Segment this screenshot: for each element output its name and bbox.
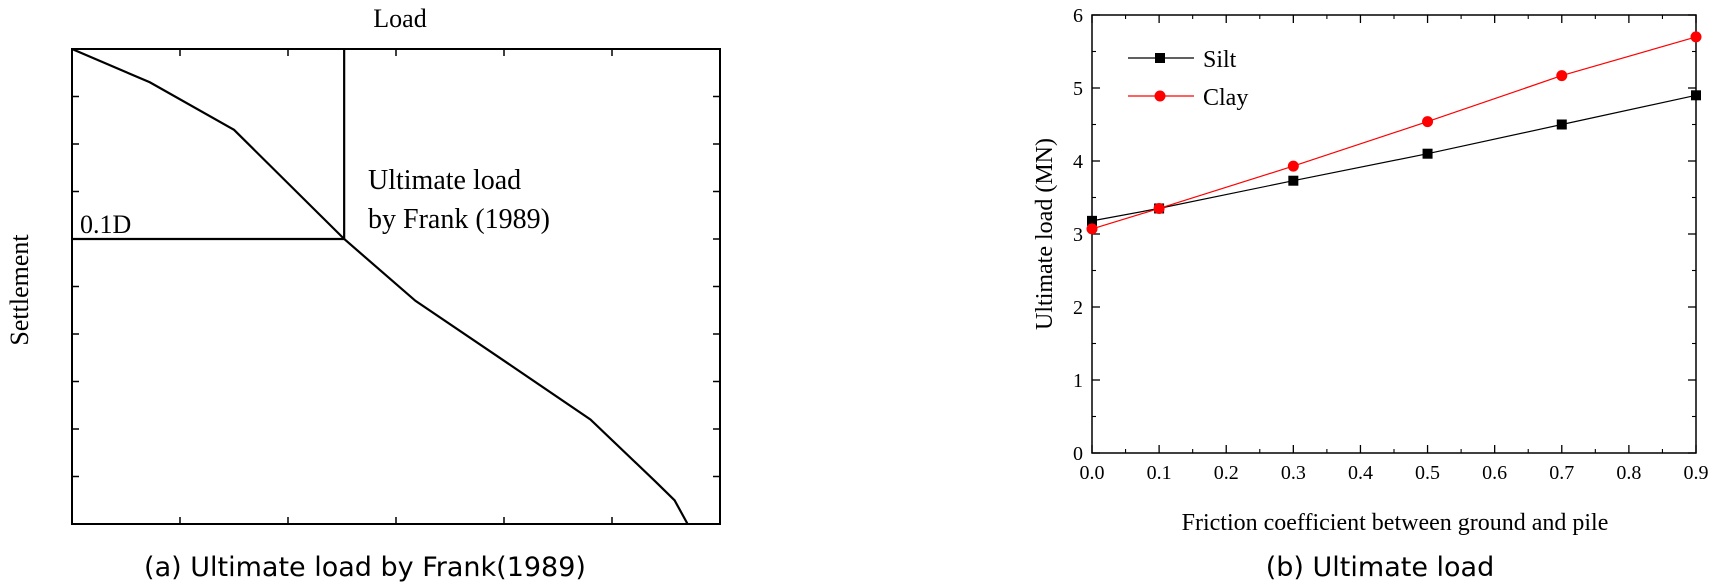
panel-b: 0.0 0.1 0.2 0.3 0.4 0.5 0.6 0.7 0.8 0.9 0 1 2 3 4 5 6 Ul… — [1032, 5, 1709, 583]
panel-b-xlabel: Friction coefficient between ground and … — [1182, 510, 1609, 536]
x-tick-label: 0.0 — [1080, 462, 1105, 484]
y-tick-label: 2 — [1073, 297, 1083, 319]
series-clay-line — [1091, 36, 1697, 230]
panel-a-frame — [71, 48, 721, 525]
series-clay-point — [1086, 223, 1098, 235]
series-silt-point — [1556, 119, 1567, 130]
y-tick-label: 0 — [1073, 443, 1083, 465]
x-tick-label: 0.2 — [1214, 462, 1239, 484]
series-clay-point — [1690, 31, 1702, 43]
x-tick-label: 0.8 — [1616, 462, 1641, 484]
panel-a-ticks — [72, 49, 720, 524]
panel-b-frame — [1091, 14, 1697, 454]
x-tick-label: 0.5 — [1415, 462, 1440, 484]
legend-clay-label: Clay — [1203, 85, 1248, 111]
x-tick-label: 0.3 — [1281, 462, 1306, 484]
series-silt-line — [1091, 94, 1697, 222]
y-tick-label: 1 — [1073, 370, 1083, 392]
series-clay-point — [1422, 116, 1434, 128]
y-tick-label: 6 — [1073, 5, 1083, 27]
panel-b-series — [1086, 31, 1702, 235]
x-tick-label: 0.4 — [1348, 462, 1373, 484]
y-tick-label: 5 — [1073, 78, 1083, 100]
legend: Silt Clay — [1128, 47, 1248, 111]
panel-b-ticks — [1091, 14, 1697, 454]
panel-b-ylabel: Ultimate load (MN) — [1032, 138, 1058, 330]
y-tick-label: 4 — [1073, 151, 1083, 173]
panel-b-caption: (b) Ultimate load — [1266, 552, 1494, 583]
series-clay-point — [1556, 70, 1568, 82]
x-tick-label: 0.9 — [1684, 462, 1709, 484]
annotation-0.1d: 0.1D — [80, 210, 131, 239]
x-tick-label: 0.1 — [1147, 462, 1172, 484]
annotation-ultimate-line1: Ultimate load — [368, 165, 521, 196]
panel-a-ylabel: Settlement — [5, 234, 34, 346]
panel-b-tick-labels: 0.0 0.1 0.2 0.3 0.4 0.5 0.6 0.7 0.8 0.9 0 1 2 3 4 5 6 — [1073, 5, 1709, 484]
panel-a: Load Settlement 0.1D Ultimate load by Fr… — [5, 4, 721, 583]
settlement-curve — [71, 47, 689, 525]
panel-a-caption: (a) Ultimate load by Frank(1989) — [144, 552, 586, 583]
legend-silt-marker — [1155, 53, 1165, 63]
legend-silt-label: Silt — [1203, 47, 1237, 73]
panel-a-xlabel: Load — [373, 4, 426, 33]
series-silt-point — [1691, 90, 1701, 101]
x-tick-label: 0.7 — [1549, 462, 1574, 484]
legend-clay-marker — [1154, 90, 1166, 102]
series-clay-point — [1153, 202, 1165, 214]
annotation-ultimate-line2: by Frank (1989) — [368, 204, 550, 235]
series-silt-point — [1288, 175, 1299, 186]
series-silt-point — [1087, 215, 1097, 226]
series-silt-point — [1422, 148, 1433, 159]
y-tick-label: 3 — [1073, 224, 1083, 246]
x-tick-label: 0.6 — [1482, 462, 1507, 484]
series-clay-point — [1287, 160, 1299, 172]
